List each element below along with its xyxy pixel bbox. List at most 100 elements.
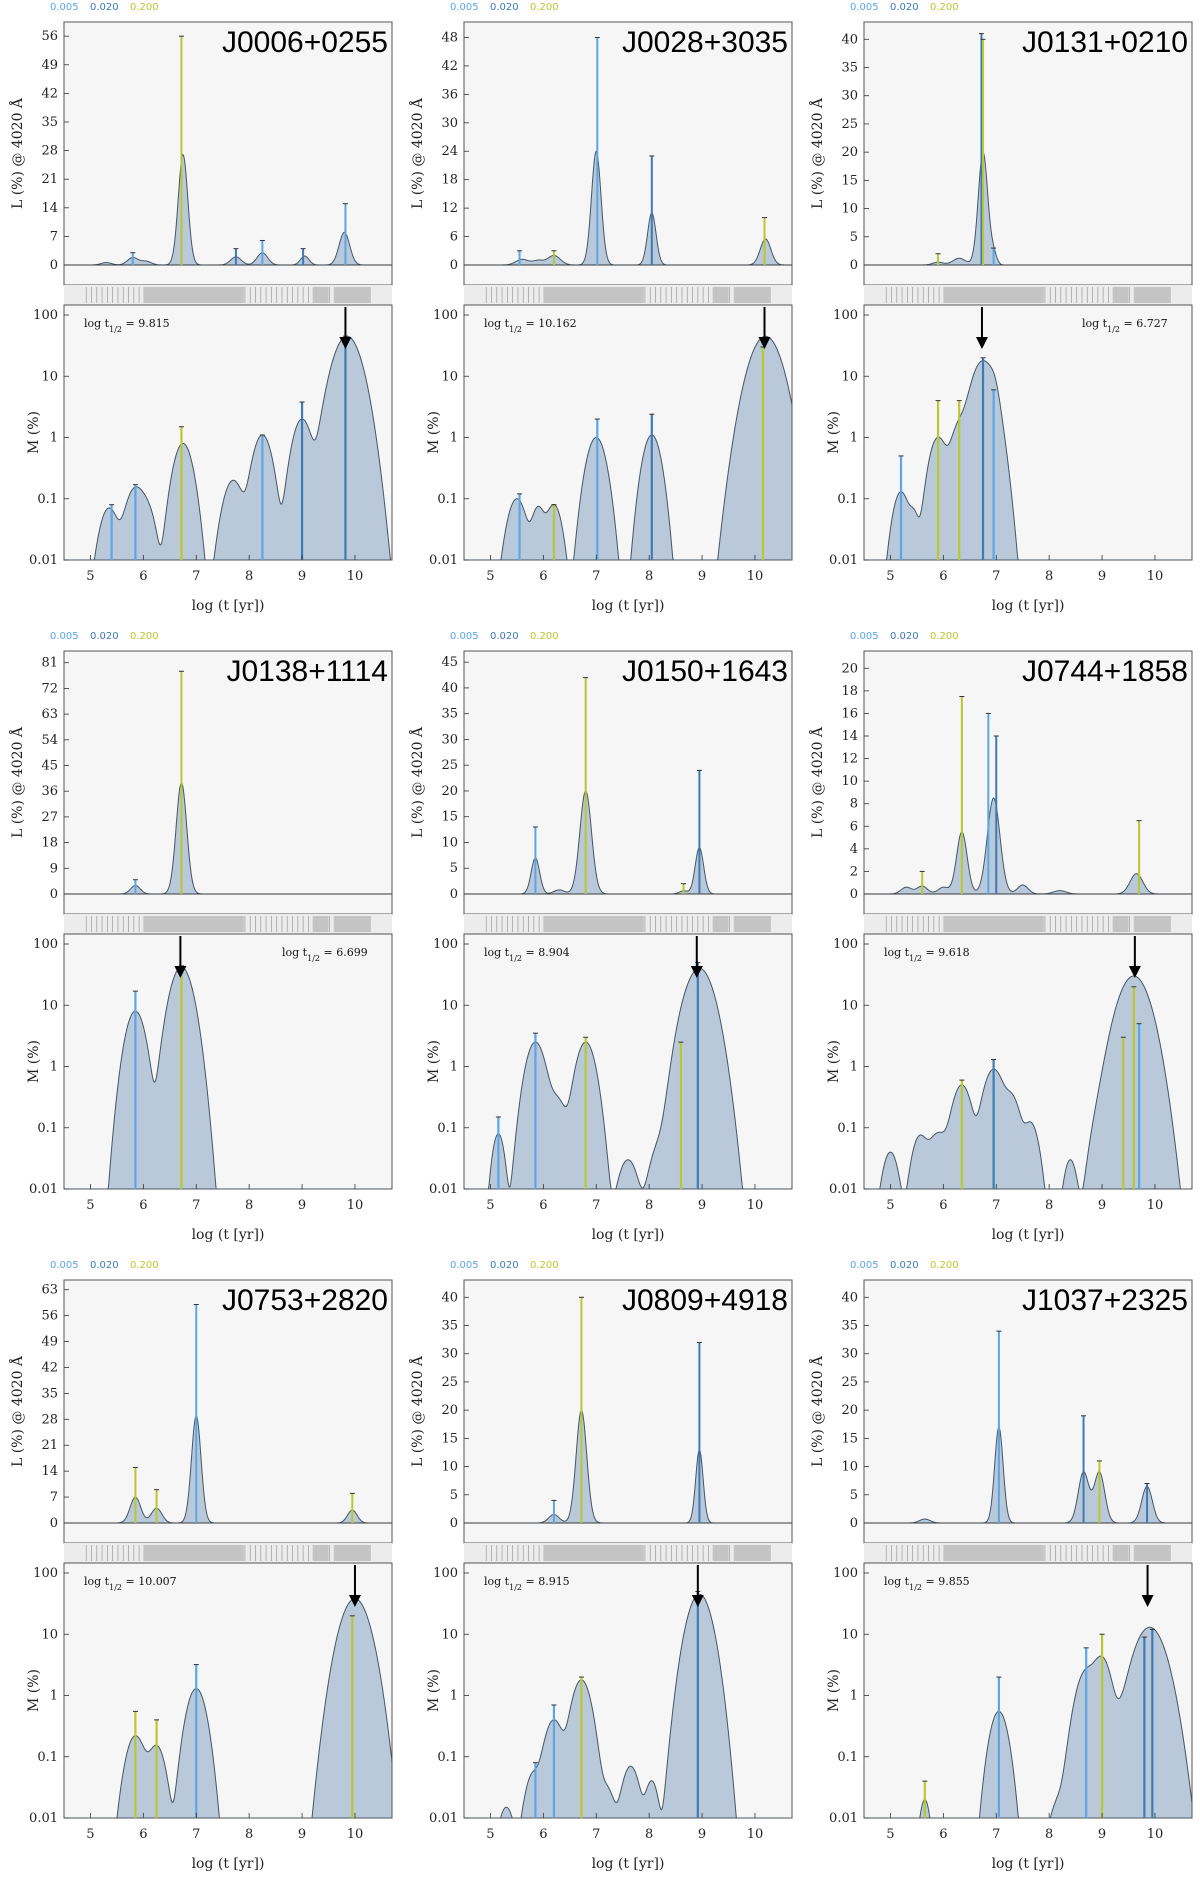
light-ytick-label-5: 25 [441,758,458,773]
mass-ytick-label-3: 10 [41,998,58,1013]
age-strip-block-1 [312,287,329,303]
mass-ytick-label-4: 100 [33,937,58,952]
x-tick-label-5: 10 [747,1827,764,1842]
age-strip-block-0 [143,287,244,303]
t-half-value: = 10.162 [522,317,577,330]
light-ytick-label-3: 15 [441,1431,458,1446]
legend-entry-1: 0.020 [490,631,519,642]
light-ytick-label-1: 6 [450,230,458,245]
x-tick-label-3: 8 [645,1198,653,1213]
legend-entry-0: 0.005 [50,1260,79,1271]
object-title: J0028+3035 [622,26,788,59]
x-tick-label-0: 5 [86,1198,94,1213]
t-half-annotation: log t1/2 = 6.727 [1082,317,1168,334]
half-mass-arrow-head [691,1595,704,1607]
light-ytick-label-6: 12 [841,752,858,767]
t-half-value: = 8.904 [522,946,570,959]
light-ytick-label-1: 9 [50,861,58,876]
half-mass-arrow-head [339,337,352,349]
mass-ytick-label-0: 0.01 [29,1182,58,1197]
light-ylabel: L (%) @ 4020 Å [408,97,426,209]
light-ytick-label-3: 21 [41,1438,58,1453]
mass-area-curve [864,975,1192,1189]
x-tick-label-5: 10 [347,569,364,584]
age-strip-block-2 [333,1545,371,1561]
half-mass-arrow-head [174,966,187,978]
light-plot-frame [463,650,793,915]
mass-ytick-label-3: 10 [441,369,458,384]
legend-entry-1: 0.020 [90,1260,119,1271]
mass-ytick-label-0: 0.01 [29,553,58,568]
x-tick-label-0: 5 [86,569,94,584]
t-half-sub: 1/2 [307,954,320,963]
light-ytick-label-4: 20 [441,1403,458,1418]
mass-ytick-label-3: 10 [841,998,858,1013]
light-ylabel: L (%) @ 4020 Å [408,1355,426,1467]
light-plot-frame [863,1279,1193,1544]
x-tick-label-0: 5 [486,1827,494,1842]
mass-ylabel: M (%) [26,411,42,454]
t-half-value: = 6.699 [320,946,368,959]
mass-ylabel: M (%) [426,411,442,454]
x-tick-label-3: 8 [245,1827,253,1842]
light-ytick-label-5: 35 [41,1386,58,1401]
mass-ytick-label-0: 0.01 [829,1811,858,1826]
x-tick-label-2: 7 [192,1827,200,1842]
age-strip-block-1 [1112,1545,1129,1561]
mass-ytick-label-0: 0.01 [829,553,858,568]
mass-ytick-label-2: 1 [50,431,58,446]
mass-ylabel: M (%) [426,1040,442,1083]
half-mass-arrow-head [1128,966,1141,978]
light-ytick-label-2: 10 [441,1460,458,1475]
x-tick-label-5: 10 [347,1827,364,1842]
t-half-sub: 1/2 [109,1583,122,1592]
light-ytick-label-7: 14 [841,729,858,744]
light-ytick-label-8: 56 [41,29,58,44]
mass-ytick-label-4: 100 [433,937,458,952]
x-tick-label-3: 8 [645,1827,653,1842]
light-ytick-label-3: 18 [441,173,458,188]
x-tick-label-0: 5 [486,1198,494,1213]
light-ytick-label-8: 72 [41,681,58,696]
light-ylabel: L (%) @ 4020 Å [8,97,26,209]
light-ytick-label-2: 14 [41,201,58,216]
light-ytick-label-1: 5 [850,1488,858,1503]
legend-entry-2: 0.200 [930,1260,959,1271]
t-half-annotation: log t1/2 = 10.007 [84,1575,177,1592]
t-half-annotation: log t1/2 = 9.855 [884,1575,970,1592]
t-half-value: = 9.855 [922,1575,970,1588]
age-strip-block-0 [543,916,644,932]
t-half-annotation: log t1/2 = 9.815 [84,317,170,334]
light-ytick-label-9: 45 [441,655,458,670]
x-tick-label-0: 5 [486,569,494,584]
x-tick-label-4: 9 [298,1198,306,1213]
light-ytick-label-1: 7 [50,1490,58,1505]
x-tick-label-3: 8 [1045,1198,1053,1213]
light-ytick-label-6: 30 [441,732,458,747]
age-strip-block-2 [1133,916,1171,932]
age-strip-block-1 [1112,916,1129,932]
x-tick-label-3: 8 [245,1198,253,1213]
light-ytick-label-7: 49 [41,58,58,73]
t-half-prefix: log t [884,946,910,959]
age-strip-block-0 [943,916,1044,932]
light-ytick-label-3: 27 [41,810,58,825]
x-tick-label-1: 6 [539,1827,547,1842]
object-title: J0138+1114 [226,655,388,688]
light-ytick-label-8: 40 [441,1290,458,1305]
t-half-annotation: log t1/2 = 6.699 [282,946,368,963]
t-half-value: = 6.727 [1120,317,1168,330]
light-ytick-label-5: 25 [841,1375,858,1390]
legend-entry-2: 0.200 [530,631,559,642]
t-half-annotation: log t1/2 = 8.904 [484,946,570,963]
legend-entry-2: 0.200 [530,2,559,13]
x-tick-label-4: 9 [698,1198,706,1213]
light-ytick-label-1: 7 [50,229,58,244]
light-ytick-label-10: 20 [841,661,858,676]
light-ytick-label-0: 0 [450,887,458,902]
mass-area-curve [464,967,792,1189]
mass-ytick-label-1: 0.1 [437,1121,458,1136]
